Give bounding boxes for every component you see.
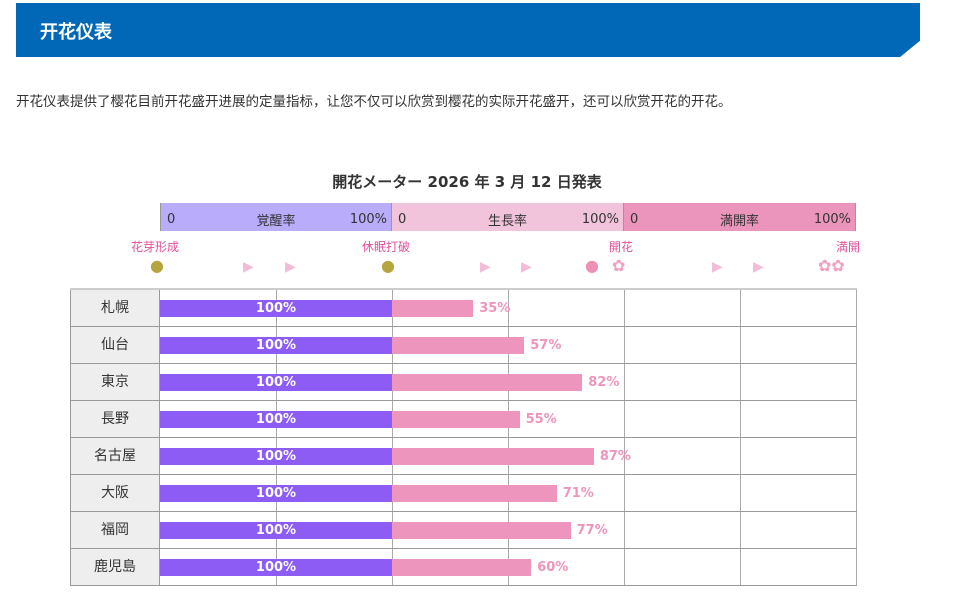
grid-line [856, 475, 857, 511]
page-title: 开花仪表 [40, 22, 112, 43]
city-name: 大阪 [70, 475, 160, 511]
growth-bar [392, 411, 520, 428]
band-awakening: 0 覚醒率 100% [160, 203, 392, 231]
growth-label: 87% [599, 449, 631, 464]
table-row: 長野 100% 55% [70, 401, 857, 438]
city-name: 長野 [70, 401, 160, 437]
awakening-bar: 100% [160, 374, 392, 391]
awakening-bar: 100% [160, 411, 392, 428]
city-name: 東京 [70, 364, 160, 400]
grid-line [740, 290, 741, 326]
table-row: 名古屋 100% 87% [70, 438, 857, 475]
grid-line [856, 327, 857, 363]
awakening-bar: 100% [160, 337, 392, 354]
arrow-icon: ▶ [480, 259, 491, 275]
arrow-icon: ▶ [753, 259, 764, 275]
band-max: 100% [349, 212, 387, 227]
band-label: 満開率 [719, 214, 759, 229]
grid-line [740, 401, 741, 437]
grid-line [856, 512, 857, 548]
growth-bar [392, 485, 557, 502]
band-label: 覚醒率 [256, 214, 296, 229]
table-row: 福岡 100% 77% [70, 512, 857, 549]
growth-label: 35% [479, 301, 511, 316]
city-name: 名古屋 [70, 438, 160, 474]
bud-icon: ● [381, 256, 395, 275]
grid-line [624, 364, 625, 400]
stage-full-bloom: 満開 [836, 240, 861, 254]
grid-line [740, 475, 741, 511]
band-min: 0 [630, 212, 639, 227]
table-row: 鹿児島 100% 60% [70, 549, 857, 586]
arrow-icon: ▶ [285, 259, 296, 275]
band-max: 100% [813, 212, 851, 227]
growth-label: 82% [588, 375, 620, 390]
grid-line [740, 364, 741, 400]
band-max: 100% [581, 212, 619, 227]
band-min: 0 [167, 212, 176, 227]
table-row: 大阪 100% 71% [70, 475, 857, 512]
chart-title: 開花メーター 2026 年 3 月 12 日発表 [332, 173, 602, 191]
growth-label: 55% [525, 412, 557, 427]
grid-line [856, 290, 857, 326]
city-name: 札幌 [70, 290, 160, 326]
arrow-icon: ▶ [521, 259, 532, 275]
growth-label: 71% [562, 486, 594, 501]
growth-bar [392, 559, 532, 576]
awakening-bar: 100% [160, 448, 392, 465]
growth-label: 60% [537, 560, 569, 575]
grid-line [856, 364, 857, 400]
grid-line [740, 327, 741, 363]
growth-bar [392, 337, 525, 354]
grid-line [740, 512, 741, 548]
grid-line [856, 438, 857, 474]
grid-line [624, 327, 625, 363]
grid-line [856, 549, 857, 585]
blossom-icon: ✿ [612, 256, 626, 275]
awakening-bar: 100% [160, 559, 392, 576]
band-label: 生長率 [487, 214, 527, 229]
awakening-bar: 100% [160, 300, 392, 317]
grid-line [624, 549, 625, 585]
band-bloom: 0 満開率 100% [624, 203, 856, 231]
arrow-icon: ▶ [712, 259, 723, 275]
city-name: 鹿児島 [70, 549, 160, 585]
grid-line [508, 290, 509, 326]
grid-line [624, 401, 625, 437]
table-row: 札幌 100% 35% [70, 290, 857, 327]
stage-bud-formation: 花芽形成 [131, 240, 180, 254]
growth-bar [392, 374, 583, 391]
growth-label: 77% [576, 523, 608, 538]
awakening-bar: 100% [160, 485, 392, 502]
blossom-icon: ✿✿ [818, 256, 845, 275]
grid-line [740, 549, 741, 585]
growth-bar [392, 522, 571, 539]
description: 开花仪表提供了樱花目前开花盛开进展的定量指标，让您不仅可以欣赏到樱花的实际开花盛… [16, 94, 732, 110]
flower-bud-icon: ● [585, 256, 599, 275]
grid-line [740, 438, 741, 474]
awakening-bar: 100% [160, 522, 392, 539]
grid-line [624, 512, 625, 548]
city-name: 仙台 [70, 327, 160, 363]
band-min: 0 [398, 212, 407, 227]
bloom-meter-table: 札幌 100% 35% 仙台 100% 57% 東京 100% 82% 長野 100% 55% 名古屋 1… [70, 288, 857, 586]
growth-label: 57% [530, 338, 562, 353]
grid-line [624, 290, 625, 326]
growth-bar [392, 300, 474, 317]
band-growth: 0 生長率 100% [392, 203, 624, 231]
grid-line [624, 475, 625, 511]
bud-icon: ● [150, 256, 164, 275]
table-row: 仙台 100% 57% [70, 327, 857, 364]
growth-bar [392, 448, 594, 465]
stage-flowering: 開花 [609, 240, 634, 254]
table-row: 東京 100% 82% [70, 364, 857, 401]
arrow-icon: ▶ [243, 259, 254, 275]
grid-line [856, 401, 857, 437]
stage-dormancy-break: 休眠打破 [362, 240, 411, 254]
grid-line [624, 438, 625, 474]
page-header: 开花仪表 [16, 3, 920, 57]
city-name: 福岡 [70, 512, 160, 548]
